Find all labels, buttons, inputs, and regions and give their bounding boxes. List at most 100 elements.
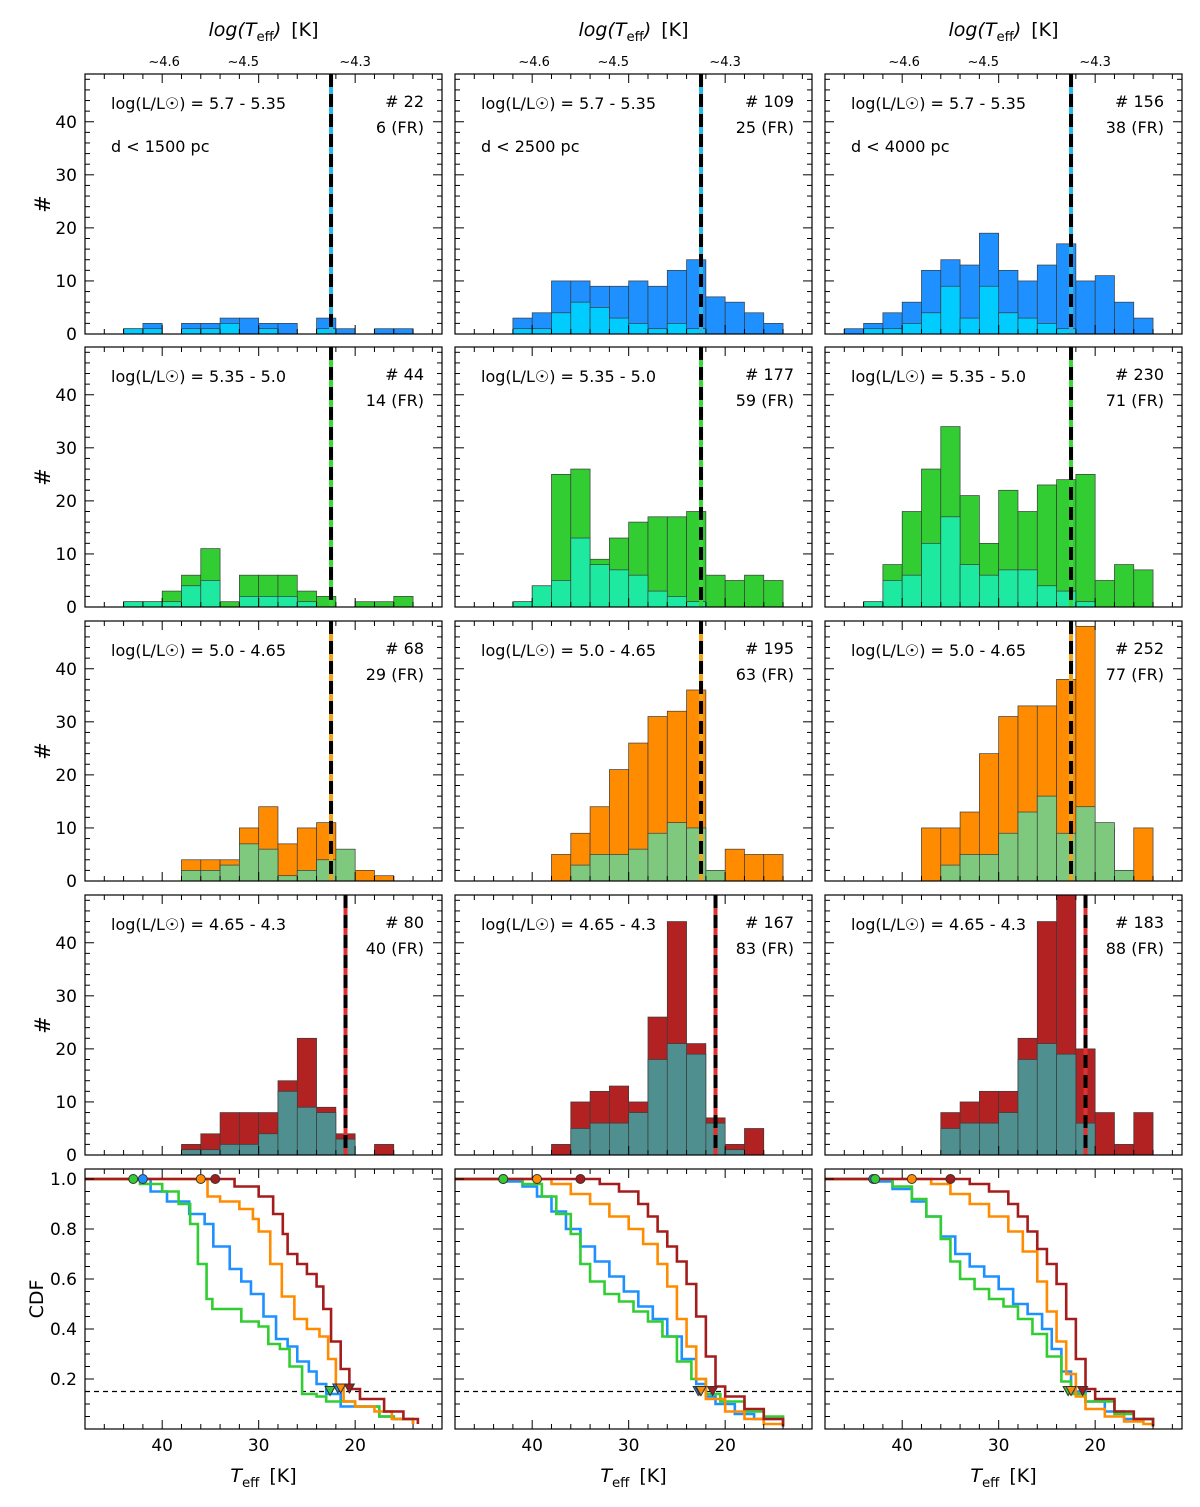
y-tick-label: 20 — [55, 492, 77, 512]
hist-bar-all — [724, 301, 745, 335]
hist-bar-all — [1133, 827, 1154, 882]
hist-bar-fr — [142, 328, 163, 335]
x-axis-label: Teff [K] — [600, 1465, 666, 1491]
hist-bar-all — [705, 296, 726, 335]
hist-bar-all — [1114, 301, 1135, 335]
hist-bar-fr — [666, 596, 687, 608]
plot-area — [85, 895, 442, 1155]
top-axis-label: log(Teff) [K] — [948, 19, 1058, 45]
count-label: # 22 — [385, 92, 424, 111]
hist-bar-fr — [940, 516, 961, 608]
y-tick-label: 0 — [66, 1146, 77, 1166]
top-tick-label: ~4.6 — [518, 55, 550, 70]
hist-bar-fr — [1017, 569, 1038, 608]
hist-bar-all — [1075, 280, 1096, 335]
y-tick-label: 30 — [55, 166, 77, 186]
top-tick-label: ~4.6 — [148, 55, 180, 70]
y-tick-label: 40 — [55, 660, 77, 680]
distance-label: d < 4000 pc — [851, 137, 950, 156]
hist-bar-fr — [959, 564, 980, 608]
hist-bar-fr — [686, 1053, 707, 1156]
hist-bar-all — [551, 1144, 572, 1156]
hist-bar-fr — [1094, 822, 1115, 882]
hist-bar-fr — [277, 875, 298, 882]
top-axis-label: log(Teff) [K] — [578, 19, 688, 45]
hist-bar-fr — [979, 285, 1000, 335]
cdf-start-marker — [945, 1174, 956, 1184]
hist-bar-fr — [1017, 811, 1038, 882]
hist-bar-fr — [551, 312, 572, 335]
y-tick-label: 40 — [55, 386, 77, 406]
hist-bar-fr — [589, 564, 610, 608]
hist-bar-fr — [647, 1059, 668, 1156]
y-tick-label: 0 — [66, 598, 77, 618]
count-label: # 195 — [745, 639, 794, 658]
hist-panel-r1c3: log(L/L☉) = 5.7 - 5.35 d < 4000 pc # 156 38… — [824, 73, 1183, 335]
hist-bar-fr — [609, 854, 630, 882]
hist-bar-fr — [200, 1149, 221, 1156]
hist-bar-fr — [181, 1149, 202, 1156]
cdf-start-marker — [195, 1174, 206, 1184]
hist-bar-fr — [219, 1144, 240, 1156]
hist-bar-fr — [570, 1128, 591, 1156]
hist-bar-fr — [863, 328, 884, 335]
hist-bar-fr — [296, 870, 317, 882]
hist-bar-all — [763, 854, 784, 882]
hist-bar-fr — [863, 601, 884, 608]
cdf-start-marker — [575, 1174, 586, 1184]
plot-area — [455, 1169, 812, 1429]
hist-bar-fr — [123, 601, 144, 608]
cdf-line — [85, 1177, 415, 1424]
hist-bar-fr — [979, 1122, 1000, 1156]
hist-bar-fr — [998, 312, 1019, 335]
hist-bar-all — [647, 285, 668, 335]
fr-count-label: 29 (FR) — [366, 665, 424, 684]
distance-label: d < 2500 pc — [481, 137, 580, 156]
hist-bar-fr — [1017, 1059, 1038, 1156]
hist-bar-fr — [239, 1144, 260, 1156]
hist-bar-fr — [940, 864, 961, 882]
y-tick-label: 10 — [55, 272, 77, 292]
cdf-start-marker — [906, 1174, 917, 1184]
hist-bar-fr — [979, 574, 1000, 608]
count-label: # 109 — [745, 92, 794, 111]
panel-frame — [824, 73, 1183, 335]
hist-bar-fr — [181, 870, 202, 882]
x-axis-label: Teff [K] — [230, 1465, 296, 1491]
top-tick-label: ~4.5 — [227, 55, 259, 70]
hist-bar-fr — [609, 1122, 630, 1156]
y-tick-label: 40 — [55, 934, 77, 954]
hist-bar-all — [219, 601, 240, 608]
x-tick-label: 30 — [618, 1436, 640, 1456]
hist-bar-fr — [921, 542, 942, 608]
hist-bar-fr — [589, 307, 610, 335]
cdf-threshold-marker — [324, 1386, 336, 1397]
hist-bar-fr — [258, 328, 279, 335]
hist-bar-fr — [531, 328, 552, 335]
panel-frame — [454, 1168, 813, 1430]
panel-frame — [454, 620, 813, 882]
cdf-start-marker — [128, 1174, 139, 1184]
hist-bar-fr — [628, 1112, 649, 1156]
hist-panel-r3c2: log(L/L☉) = 5.0 - 4.65 # 195 63 (FR) — [454, 620, 813, 882]
luminosity-label: log(L/L☉) = 4.65 - 4.3 — [851, 915, 1026, 934]
y-tick-label: 1.0 — [50, 1170, 77, 1190]
luminosity-label: log(L/L☉) = 5.35 - 5.0 — [481, 367, 656, 386]
y-tick-label: 0.8 — [50, 1220, 77, 1240]
fr-count-label: 59 (FR) — [736, 391, 794, 410]
count-label: # 80 — [385, 913, 424, 932]
hist-bar-all — [239, 317, 260, 335]
hist-bar-fr — [724, 1149, 745, 1156]
panel-frame — [824, 346, 1183, 608]
fr-count-label: 25 (FR) — [736, 118, 794, 137]
y-tick-label: 40 — [55, 113, 77, 133]
hist-bar-fr — [609, 569, 630, 608]
cdf-start-marker — [210, 1174, 221, 1184]
x-tick-label: 20 — [1084, 1436, 1106, 1456]
hist-bar-all — [1094, 580, 1115, 608]
hist-bar-fr — [998, 569, 1019, 608]
hist-bar-fr — [705, 870, 726, 882]
top-axis-label: log(Teff) [K] — [208, 19, 318, 45]
hist-bar-fr — [628, 574, 649, 608]
hist-bar-fr — [277, 596, 298, 608]
